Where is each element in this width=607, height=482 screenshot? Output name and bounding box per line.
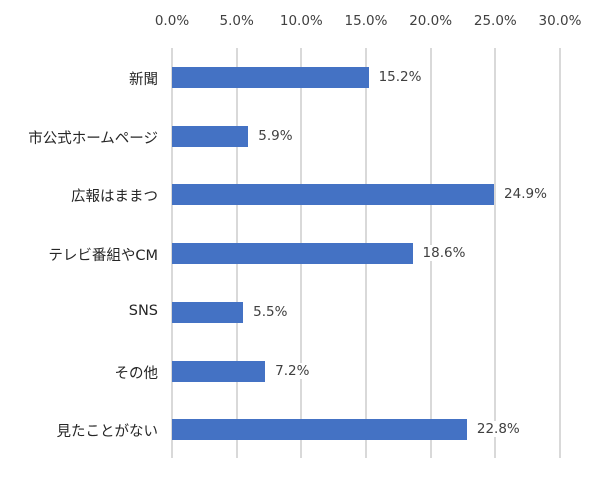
value-label: 15.2% [376, 69, 424, 85]
category-label: 見たことがない [56, 424, 159, 441]
x-tick-label: 0.0% [154, 13, 190, 29]
bar [172, 67, 369, 88]
x-tick-label: 30.0% [538, 13, 582, 29]
category-label: 広報はままつ [71, 189, 158, 206]
gridline [559, 48, 561, 458]
value-label: 24.9% [502, 186, 549, 203]
bar [172, 301, 244, 323]
x-tick-label: 15.0% [344, 13, 388, 29]
category-label: 市公式ホームページ [28, 130, 158, 147]
category-label: その他 [114, 365, 159, 382]
bar [172, 419, 467, 441]
value-label: 18.6% [420, 245, 468, 262]
value-label: 22.8% [474, 421, 522, 438]
category-label: SNS [128, 302, 158, 319]
gridline [494, 48, 497, 458]
value-label: 5.5% [251, 303, 290, 320]
x-tick-label: 10.0% [279, 13, 323, 29]
bar [172, 243, 413, 265]
value-label: 5.9% [256, 127, 295, 144]
category-label: テレビ番組やCM [48, 248, 158, 265]
bar [172, 184, 495, 206]
value-label: 7.2% [273, 362, 312, 379]
category-label: 新聞 [129, 72, 158, 88]
bar [172, 360, 266, 382]
x-tick-label: 5.0% [219, 13, 254, 29]
x-tick-label: 20.0% [409, 13, 453, 29]
bar [172, 125, 249, 147]
x-tick-label: 25.0% [473, 13, 517, 29]
